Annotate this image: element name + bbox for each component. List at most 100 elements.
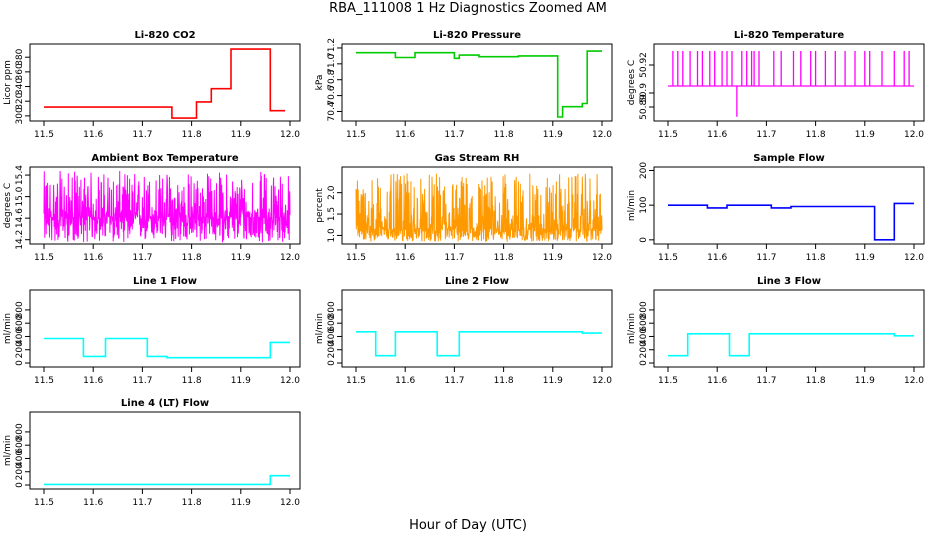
x-tick-label: 11.6 [707,253,727,263]
x-tick-label: 11.5 [658,376,678,386]
x-tick-label: 12.0 [904,253,924,263]
x-tick-label: 11.5 [658,253,678,263]
y-axis-label: percent [315,188,325,223]
x-tick-label: 11.9 [855,376,875,386]
y-tick-label: 600 [15,436,25,453]
x-tick-label: 11.6 [395,253,415,263]
x-tick-label: 12.0 [904,376,924,386]
y-tick-label: 200 [327,341,337,358]
y-tick-label: 15.0 [15,186,25,206]
y-tick-label: 300 [15,107,25,124]
x-tick-label: 11.9 [855,253,875,263]
y-tick-label: 360 [15,63,25,80]
x-tick-label: 11.7 [444,130,464,140]
y-tick-label: 800 [15,423,25,440]
y-tick-label: 600 [15,314,25,331]
y-tick-label: 800 [327,301,337,318]
series-line-line-1-flow [44,337,290,359]
y-tick-label: 71.0 [327,54,337,74]
plot-frame [341,289,613,368]
x-tick-label: 11.7 [756,376,776,386]
x-tick-label: 12.0 [592,253,612,263]
y-tick-label: 50.92 [639,52,649,78]
figure-x-axis-label: Hour of Day (UTC) [409,518,527,533]
series-line-sample-flow [668,202,914,241]
y-tick-label: 14.2 [15,230,25,250]
y-tick-label: 600 [327,314,337,331]
panel-title: Ambient Box Temperature [91,153,238,164]
y-tick-label: 400 [639,328,649,345]
x-tick-label: 11.5 [346,130,366,140]
y-tick-label: 0 [327,360,337,366]
y-tick-label: 71.2 [327,38,337,58]
x-tick-label: 11.6 [707,130,727,140]
y-axis-label: ml/min [3,435,13,466]
x-tick-label: 11.6 [395,130,415,140]
panel-li-820-co2: Li-820 CO2 Licor ppm 11.5 11.6 11.7 11.8 11.9 1… [3,30,301,140]
plot-frame [29,289,301,368]
x-tick-label: 11.6 [707,376,727,386]
y-tick-label: 800 [639,301,649,318]
x-tick-label: 11.7 [132,130,152,140]
x-tick-label: 12.0 [280,253,300,263]
plot-frame [653,289,925,368]
x-tick-label: 12.0 [280,498,300,508]
x-tick-label: 11.9 [231,376,251,386]
y-tick-label: 340 [15,78,25,95]
y-axis-label: kPa [315,75,325,91]
x-tick-label: 11.6 [83,253,103,263]
panel-li-820-pressure: Li-820 Pressure kPa 11.5 11.6 11.7 11.8 11.9 12… [315,30,613,140]
y-tick-label: 200 [15,463,25,480]
x-tick-label: 11.6 [395,376,415,386]
y-axis-label: degrees C [3,183,13,228]
y-tick-label: 200 [639,162,649,179]
y-tick-label: 200 [15,341,25,358]
x-tick-label: 12.0 [280,376,300,386]
y-axis-label: ml/min [627,190,637,221]
plot-frame [341,166,613,245]
panel-gas-stream-rh: Gas Stream RH percent 11.5 11.6 11.7 11.8 11.9… [315,153,613,263]
y-tick-label: 320 [15,92,25,109]
panel-line-2-flow: Line 2 Flow ml/min 11.5 11.6 11.7 11.8 11.9 12.… [315,276,613,386]
series-line-li-820-co2 [44,48,286,119]
y-axis-label: ml/min [627,313,637,344]
y-tick-label: 400 [15,450,25,467]
x-tick-label: 11.6 [83,376,103,386]
x-tick-label: 11.5 [34,130,54,140]
y-tick-label: 50.9 [639,83,649,103]
x-tick-label: 11.7 [444,376,464,386]
y-tick-label: 400 [15,328,25,345]
x-tick-label: 12.0 [904,130,924,140]
x-tick-label: 11.6 [83,130,103,140]
series-line-li-820-temperature [668,51,914,117]
series-line-line-2-flow [356,331,602,357]
panel-li-820-temperature: Li-820 Temperature degrees C 11.5 11.6 11.7 1… [627,30,925,140]
y-tick-label: 70.8 [327,69,337,89]
panel-title: Sample Flow [753,153,825,164]
x-tick-label: 12.0 [280,130,300,140]
panel-sample-flow: Sample Flow ml/min 11.5 11.6 11.7 11.8 11.9 12.… [627,153,925,263]
x-tick-label: 11.9 [231,130,251,140]
x-tick-label: 11.9 [543,376,563,386]
x-tick-label: 11.5 [34,253,54,263]
series-line-gas-stream-rh [355,173,603,242]
x-tick-label: 11.8 [806,253,826,263]
y-tick-label: 0 [15,482,25,488]
panel-ambient-box-temperature: Ambient Box Temperature degrees C 11.5 11.6… [3,153,301,263]
panel-title: Line 4 (LT) Flow [121,398,209,409]
plot-frame [29,43,301,122]
y-tick-label: 70.6 [327,85,337,105]
y-axis-label: ml/min [315,313,325,344]
panel-title: Line 2 Flow [445,276,509,287]
x-tick-label: 11.9 [231,498,251,508]
y-tick-label: 400 [327,328,337,345]
x-tick-label: 11.5 [658,130,678,140]
plot-frame [653,43,925,122]
x-tick-label: 11.5 [34,498,54,508]
y-tick-label: 70.4 [327,101,337,121]
y-tick-label: 380 [15,48,25,65]
y-tick-label: 1.5 [327,207,337,221]
x-tick-label: 11.5 [346,376,366,386]
series-line-ambient-box-temperature [43,170,291,243]
